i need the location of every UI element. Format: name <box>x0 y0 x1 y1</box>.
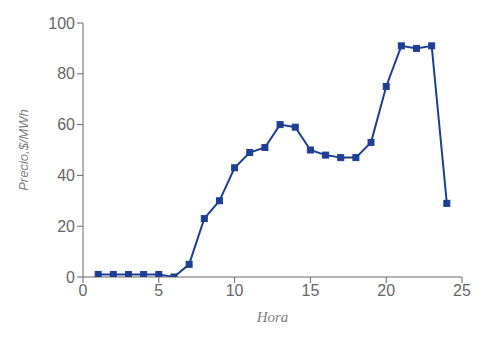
svg-text:100: 100 <box>48 15 75 32</box>
svg-text:60: 60 <box>57 116 75 133</box>
svg-text:10: 10 <box>226 282 244 299</box>
svg-text:Hora: Hora <box>256 309 289 325</box>
svg-text:20: 20 <box>377 282 395 299</box>
svg-text:20: 20 <box>57 218 75 235</box>
svg-text:40: 40 <box>57 167 75 184</box>
svg-text:0: 0 <box>79 282 88 299</box>
svg-text:80: 80 <box>57 65 75 82</box>
svg-text:0: 0 <box>66 269 75 286</box>
svg-text:Precio,$/MWh: Precio,$/MWh <box>16 109 31 191</box>
svg-text:5: 5 <box>154 282 163 299</box>
svg-text:25: 25 <box>453 282 471 299</box>
svg-text:15: 15 <box>302 282 320 299</box>
